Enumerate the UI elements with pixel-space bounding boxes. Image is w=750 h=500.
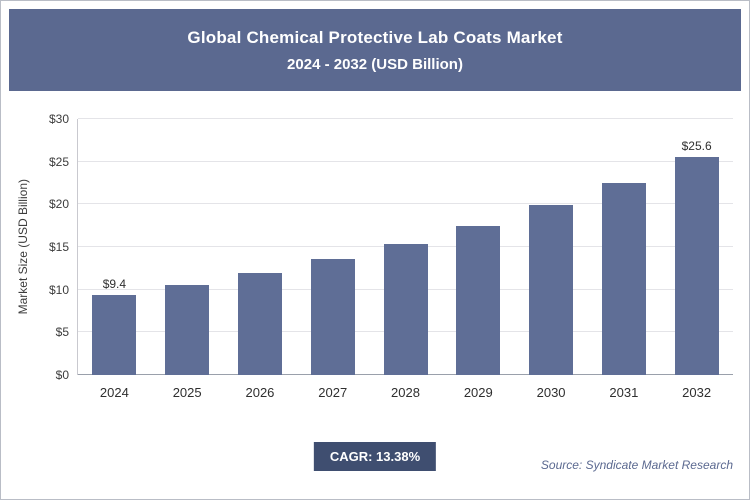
cagr-badge: CAGR: 13.38% [313,442,437,471]
bar-2025 [165,284,210,375]
x-axis-label: 2032 [682,385,712,400]
bar-2026 [237,272,282,375]
bars-container: $9.4 $25.6 [78,119,733,375]
y-tick-label: $5 [55,325,69,340]
bar-2030 [529,205,574,375]
bar-group: $25.6 [660,119,733,375]
bar-group [442,119,515,375]
bar-2029 [456,225,501,375]
bar-2032 [674,156,719,375]
bar-2027 [310,258,355,375]
y-tick-label: $15 [48,240,69,254]
x-axis-label: 2031 [609,385,639,400]
y-tick-label: $25 [48,154,69,169]
x-axis-label: 2028 [391,385,420,400]
x-axis-label: 2029 [463,385,493,400]
chart-title: Global Chemical Protective Lab Coats Mar… [187,27,563,47]
x-axis-label: 2030 [536,385,566,400]
x-axis-labels: 2024 2025 2026 2027 2028 2029 2030 2031 2032 [78,385,733,400]
x-axis-label: 2027 [318,385,348,400]
x-axis-label: 2025 [172,385,202,400]
bar-value-label: $9.4 [102,276,127,291]
y-axis-title: Market Size (USD Billion) [16,179,30,315]
bar-2028 [383,243,428,375]
y-axis-title-container: Market Size (USD Billion) [11,119,35,375]
bar-chart: Market Size (USD Billion) $0 $5 $10 $15 $20 $… [11,112,733,400]
bar-group [587,119,660,375]
plot-area: $9.4 $25.6 [77,118,733,375]
bar-group: $9.4 [78,119,151,375]
chart-footer: CAGR: 13.38% Source: Syndicate Market Re… [1,442,749,476]
bar-group [151,119,224,375]
y-tick-label: $20 [48,197,69,212]
gridline [78,160,733,162]
gridline [78,203,733,205]
y-tick-label: $10 [48,282,69,297]
bar-group [296,119,369,375]
bar-2024 [92,294,137,375]
chart-title-banner: Global Chemical Protective Lab Coats Mar… [9,9,741,91]
chart-subtitle: 2024 - 2032 (USD Billion) [287,55,463,73]
bar-2031 [601,183,646,375]
bar-value-label: $25.6 [681,138,712,153]
gridline [78,118,733,119]
bar-group [369,119,442,375]
x-axis: 2024 2025 2026 2027 2028 2029 2030 2031 2032 [11,385,733,400]
x-axis-spacer [11,385,78,400]
x-axis-label: 2026 [245,385,275,400]
source-attribution: Source: Syndicate Market Research [540,458,733,472]
bar-group [224,119,297,375]
x-axis-label: 2024 [99,385,129,400]
y-tick-label: $30 [48,112,69,126]
y-axis-ticks: $0 $5 $10 $15 $20 $25 $30 [35,112,77,382]
y-tick-label: $0 [55,368,69,382]
bar-group [515,119,588,375]
